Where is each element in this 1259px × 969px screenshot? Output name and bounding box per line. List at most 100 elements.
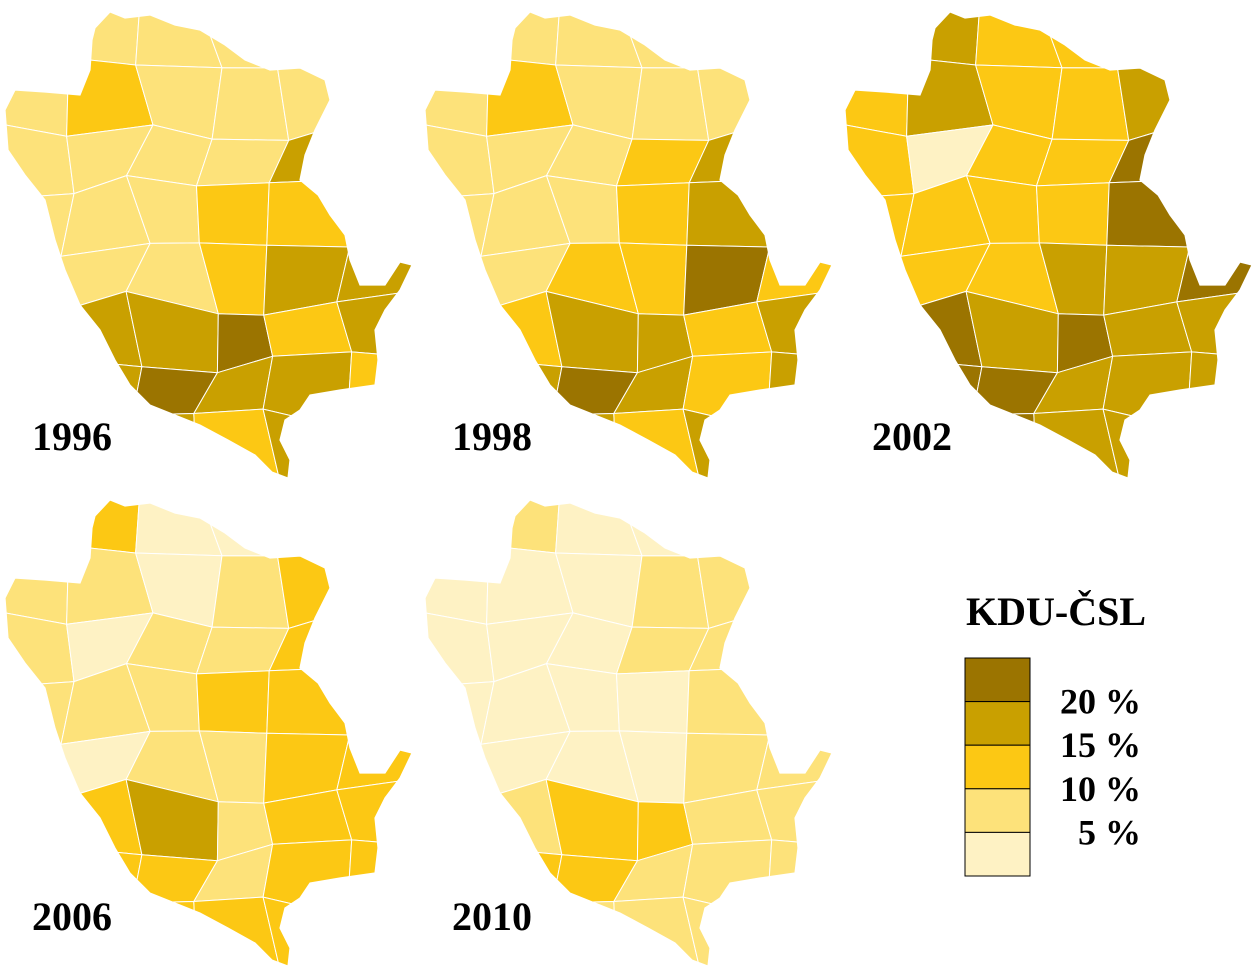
district-region	[5, 545, 70, 625]
district-region	[765, 500, 832, 564]
district-region	[5, 255, 62, 313]
map-1996	[4, 11, 413, 479]
district-region	[349, 665, 412, 736]
district-region	[196, 182, 270, 246]
legend-swatch	[964, 831, 1031, 877]
district-region	[1189, 116, 1252, 180]
district-region	[1117, 57, 1191, 141]
district-region	[338, 903, 412, 966]
district-region	[135, 12, 223, 69]
district-region	[616, 670, 690, 734]
district-region	[552, 413, 617, 478]
district-region	[425, 255, 482, 313]
district-region	[132, 901, 197, 966]
legend-swatch	[964, 744, 1031, 790]
district-region	[765, 57, 832, 123]
district-region	[5, 57, 70, 137]
district-region	[349, 604, 412, 668]
district-region	[769, 604, 832, 668]
region-outline	[424, 499, 833, 967]
district-region	[765, 545, 832, 611]
district-region	[488, 500, 560, 554]
district-region	[425, 784, 506, 853]
district-region	[349, 116, 412, 180]
district-region	[277, 57, 351, 141]
district-region	[758, 903, 832, 966]
district-region	[211, 555, 290, 629]
district-region	[845, 12, 916, 64]
district-region	[349, 177, 412, 248]
district-region	[975, 12, 1063, 69]
district-region	[338, 415, 412, 478]
district-region	[758, 415, 832, 478]
district-region	[1186, 351, 1252, 430]
year-label-2010: 2010	[452, 894, 532, 939]
district-region	[346, 839, 412, 918]
district-region	[5, 784, 86, 853]
district-region	[631, 555, 710, 629]
district-region	[425, 12, 496, 64]
district-region	[697, 57, 771, 141]
district-region	[552, 901, 617, 966]
legend-swatch	[964, 701, 1031, 746]
district-region	[345, 500, 412, 564]
district-region	[277, 500, 353, 557]
legend-label: 10 %	[1060, 769, 1141, 809]
district-region	[769, 177, 832, 248]
district-region	[1189, 177, 1252, 248]
district-region	[425, 57, 490, 137]
district-region	[1036, 182, 1110, 246]
legend-swatch	[964, 788, 1031, 833]
district-region	[68, 12, 140, 66]
district-region	[1117, 12, 1193, 69]
district-region	[277, 545, 351, 629]
region-outline	[424, 11, 833, 479]
district-region	[765, 12, 832, 76]
district-region	[5, 296, 86, 365]
district-region	[211, 67, 290, 141]
district-region	[908, 12, 980, 66]
district-region	[5, 743, 62, 801]
legend-title: KDU-ČSL	[966, 589, 1146, 634]
district-region	[697, 500, 773, 557]
district-region	[766, 839, 832, 918]
district-region	[425, 743, 482, 801]
district-region	[345, 57, 412, 123]
district-region	[196, 670, 270, 734]
district-region	[345, 545, 412, 611]
district-region	[135, 500, 223, 557]
district-region	[346, 351, 412, 430]
district-region	[68, 500, 140, 554]
year-label-1996: 1996	[32, 414, 112, 459]
district-region	[697, 545, 771, 629]
map-2002	[844, 11, 1253, 479]
district-region	[345, 12, 412, 76]
legend: KDU-ČSL 20 %15 %10 %5 %	[964, 589, 1146, 877]
region-outline	[4, 499, 413, 967]
district-region	[616, 182, 690, 246]
district-region	[5, 500, 76, 552]
legend-label: 20 %	[1060, 682, 1141, 722]
region-outline	[844, 11, 1253, 479]
district-region	[488, 12, 560, 66]
district-region	[1051, 67, 1130, 141]
district-region	[769, 665, 832, 736]
district-region	[845, 296, 926, 365]
district-region	[845, 255, 902, 313]
district-region	[425, 296, 506, 365]
legend-label: 5 %	[1078, 812, 1141, 852]
district-region	[972, 413, 1037, 478]
district-region	[845, 57, 910, 137]
district-region	[1185, 12, 1252, 76]
district-region	[277, 12, 353, 69]
year-label-2006: 2006	[32, 894, 112, 939]
district-region	[631, 67, 710, 141]
year-label-1998: 1998	[452, 414, 532, 459]
district-region	[1178, 415, 1252, 478]
district-region	[1185, 57, 1252, 123]
legend-swatch	[964, 657, 1031, 703]
year-label-2002: 2002	[872, 414, 952, 459]
district-region	[5, 12, 76, 64]
district-region	[555, 12, 643, 69]
